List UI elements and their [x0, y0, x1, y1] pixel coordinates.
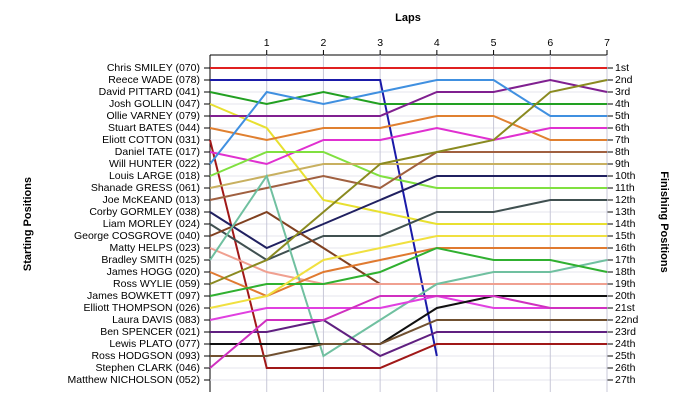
- finish-label: 20th: [615, 290, 636, 302]
- finish-label: 22nd: [615, 314, 639, 326]
- position-line: [209, 163, 607, 189]
- start-label: Liam MORLEY (024): [103, 218, 200, 230]
- position-line: [210, 295, 607, 345]
- lines: [209, 67, 608, 369]
- start-label: George COSGROVE (040): [74, 230, 200, 242]
- position-line: [209, 79, 607, 165]
- start-label: Stephen CLARK (046): [96, 362, 200, 374]
- start-label: Matty HELPS (023): [110, 242, 200, 254]
- finish-label: 18th: [615, 266, 636, 278]
- finish-label: 25th: [615, 350, 636, 362]
- start-label: Chris SMILEY (070): [107, 62, 200, 74]
- finish-label: 27th: [615, 374, 636, 386]
- x-tick-label: 4: [434, 37, 440, 49]
- finish-label: 9th: [615, 158, 630, 170]
- finish-label: 10th: [615, 170, 636, 182]
- x-tick-label: 1: [264, 37, 270, 49]
- x-tick-label: 6: [547, 37, 553, 49]
- start-label: Louis LARGE (018): [109, 170, 200, 182]
- finish-label: 11th: [615, 182, 635, 194]
- position-line: [210, 79, 438, 357]
- position-line: [209, 151, 607, 201]
- finish-label: 24th: [615, 338, 636, 350]
- finish-label: 17th: [615, 254, 636, 266]
- start-label: James HOGG (020): [107, 266, 200, 278]
- finish-label: 26th: [615, 362, 636, 374]
- finish-label: 12th: [615, 194, 636, 206]
- x-tick-label: 3: [377, 37, 383, 49]
- position-line: [209, 139, 607, 369]
- position-line: [209, 235, 607, 309]
- position-line: [209, 247, 607, 285]
- finish-label: 23rd: [615, 326, 636, 338]
- finish-label: 13th: [615, 206, 636, 218]
- start-label: Joe McKEAND (013): [103, 194, 200, 206]
- finish-label: 21st: [615, 302, 635, 314]
- finish-label: 15th: [615, 230, 636, 242]
- position-line: [209, 79, 608, 285]
- finish-label: 3rd: [615, 86, 630, 98]
- start-label: Matthew NICHOLSON (052): [68, 374, 200, 386]
- start-label: Corby GORMLEY (038): [89, 206, 200, 218]
- finish-label: 16th: [615, 242, 636, 254]
- x-tick-label: 7: [604, 37, 610, 49]
- position-line: [210, 319, 607, 357]
- start-label: Ben SPENCER (021): [100, 326, 200, 338]
- start-label: Lewis PLATO (077): [109, 338, 200, 350]
- start-label: Ross HODGSON (093): [91, 350, 200, 362]
- x-tick-label: 5: [491, 37, 497, 49]
- finish-label: 7th: [615, 134, 630, 146]
- finish-label: 4th: [615, 98, 630, 110]
- start-label: Josh GOLLIN (047): [109, 98, 200, 110]
- position-line: [209, 126, 607, 166]
- position-line: [209, 294, 607, 321]
- position-line: [209, 115, 607, 142]
- start-label: Ollie VARNEY (079): [106, 110, 200, 122]
- position-line: [209, 199, 607, 262]
- position-line: [209, 151, 607, 189]
- finish-label: 14th: [615, 218, 636, 230]
- start-label: Daniel TATE (017): [115, 146, 200, 158]
- start-label: Reece WADE (078): [108, 74, 200, 86]
- x-tick-label: 2: [321, 37, 327, 49]
- finish-label: 5th: [615, 110, 630, 122]
- start-label: Eliott COTTON (031): [102, 134, 200, 146]
- start-label: David PITTARD (041): [99, 86, 200, 98]
- position-line: [209, 295, 607, 369]
- position-line: [210, 78, 608, 117]
- start-label: Will HUNTER (022): [109, 158, 200, 170]
- finish-label: 2nd: [615, 74, 633, 86]
- start-label: Shanade GRESS (061): [91, 182, 200, 194]
- position-line: [209, 103, 607, 225]
- start-label: Elliott THOMPSON (026): [84, 302, 201, 314]
- position-line: [209, 247, 607, 298]
- finish-label: 1st: [615, 62, 629, 74]
- start-label: Ross WYLIE (059): [113, 278, 200, 290]
- position-line: [209, 175, 607, 250]
- chart-title: Laps: [395, 12, 421, 24]
- start-label: Stuart BATES (044): [108, 122, 200, 134]
- start-label: Bradley SMITH (025): [101, 254, 200, 266]
- y2-axis-title: Finishing Positions: [658, 171, 670, 272]
- start-label: James BOWKETT (097): [87, 290, 200, 302]
- position-line: [209, 246, 608, 297]
- y-axis-title: Starting Positions: [22, 177, 34, 271]
- position-line: [210, 318, 607, 358]
- finish-label: 6th: [615, 122, 630, 134]
- start-label: Laura DAVIS (083): [112, 314, 200, 326]
- finish-label: 8th: [615, 146, 630, 158]
- finish-label: 19th: [615, 278, 636, 290]
